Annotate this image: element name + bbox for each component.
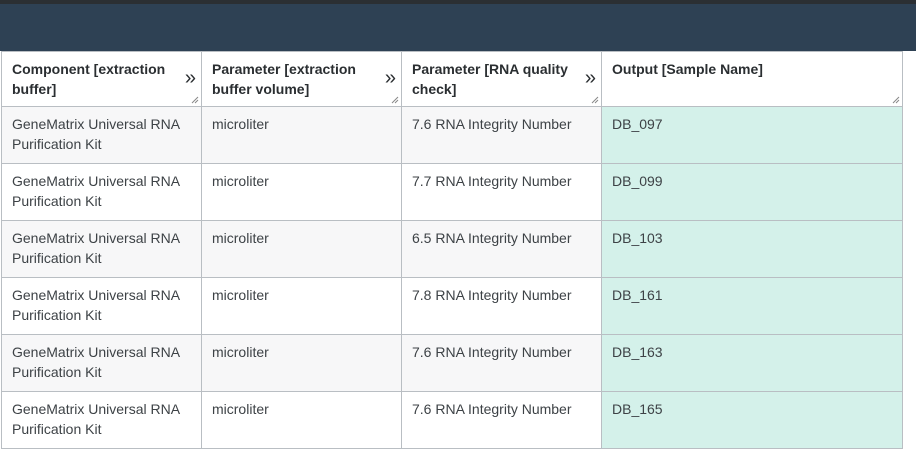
column-header-label: Parameter [extraction buffer volume] <box>212 61 356 97</box>
column-header-label: Parameter [RNA quality check] <box>412 61 568 97</box>
resize-handle-icon[interactable] <box>591 96 599 104</box>
header-row: Component [extraction buffer] » Paramete… <box>1 51 903 107</box>
column-header-component[interactable]: Component [extraction buffer] » <box>1 51 202 107</box>
table-row: GeneMatrix Universal RNA Purification Ki… <box>1 334 903 392</box>
cell-component[interactable]: GeneMatrix Universal RNA Purification Ki… <box>1 163 202 221</box>
table-row: GeneMatrix Universal RNA Purification Ki… <box>1 163 903 221</box>
data-grid: Component [extraction buffer] » Paramete… <box>1 51 903 449</box>
column-header-quality[interactable]: Parameter [RNA quality check] » <box>401 51 602 107</box>
table-row: GeneMatrix Universal RNA Purification Ki… <box>1 220 903 278</box>
expand-column-icon[interactable]: » <box>584 67 596 89</box>
cell-volume[interactable]: microliter <box>201 391 402 449</box>
cell-sample-name[interactable]: DB_163 <box>601 334 903 392</box>
cell-sample-name[interactable]: DB_097 <box>601 106 903 164</box>
cell-component[interactable]: GeneMatrix Universal RNA Purification Ki… <box>1 106 202 164</box>
cell-quality[interactable]: 7.7 RNA Integrity Number <box>401 163 602 221</box>
cell-volume[interactable]: microliter <box>201 277 402 335</box>
cell-sample-name[interactable]: DB_161 <box>601 277 903 335</box>
cell-sample-name[interactable]: DB_165 <box>601 391 903 449</box>
resize-handle-icon[interactable] <box>191 96 199 104</box>
cell-volume[interactable]: microliter <box>201 220 402 278</box>
column-header-label: Component [extraction buffer] <box>12 61 166 97</box>
cell-volume[interactable]: microliter <box>201 106 402 164</box>
cell-component[interactable]: GeneMatrix Universal RNA Purification Ki… <box>1 277 202 335</box>
table-row: GeneMatrix Universal RNA Purification Ki… <box>1 106 903 164</box>
samples-table: Component [extraction buffer] » Paramete… <box>1 51 903 449</box>
table-row: GeneMatrix Universal RNA Purification Ki… <box>1 277 903 335</box>
cell-quality[interactable]: 6.5 RNA Integrity Number <box>401 220 602 278</box>
expand-column-icon[interactable]: » <box>384 67 396 89</box>
cell-volume[interactable]: microliter <box>201 163 402 221</box>
cell-quality[interactable]: 7.6 RNA Integrity Number <box>401 391 602 449</box>
app-header-bar <box>0 4 916 51</box>
cell-component[interactable]: GeneMatrix Universal RNA Purification Ki… <box>1 391 202 449</box>
window-top-strip <box>0 0 916 4</box>
table-row: GeneMatrix Universal RNA Purification Ki… <box>1 391 903 449</box>
expand-column-icon[interactable]: » <box>184 67 196 89</box>
resize-handle-icon[interactable] <box>892 96 900 104</box>
column-header-volume[interactable]: Parameter [extraction buffer volume] » <box>201 51 402 107</box>
cell-sample-name[interactable]: DB_099 <box>601 163 903 221</box>
column-header-label: Output [Sample Name] <box>612 61 763 77</box>
cell-quality[interactable]: 7.8 RNA Integrity Number <box>401 277 602 335</box>
cell-component[interactable]: GeneMatrix Universal RNA Purification Ki… <box>1 220 202 278</box>
resize-handle-icon[interactable] <box>391 96 399 104</box>
cell-quality[interactable]: 7.6 RNA Integrity Number <box>401 334 602 392</box>
cell-volume[interactable]: microliter <box>201 334 402 392</box>
cell-component[interactable]: GeneMatrix Universal RNA Purification Ki… <box>1 334 202 392</box>
cell-quality[interactable]: 7.6 RNA Integrity Number <box>401 106 602 164</box>
cell-sample-name[interactable]: DB_103 <box>601 220 903 278</box>
column-header-sample-name[interactable]: Output [Sample Name] <box>601 51 903 107</box>
